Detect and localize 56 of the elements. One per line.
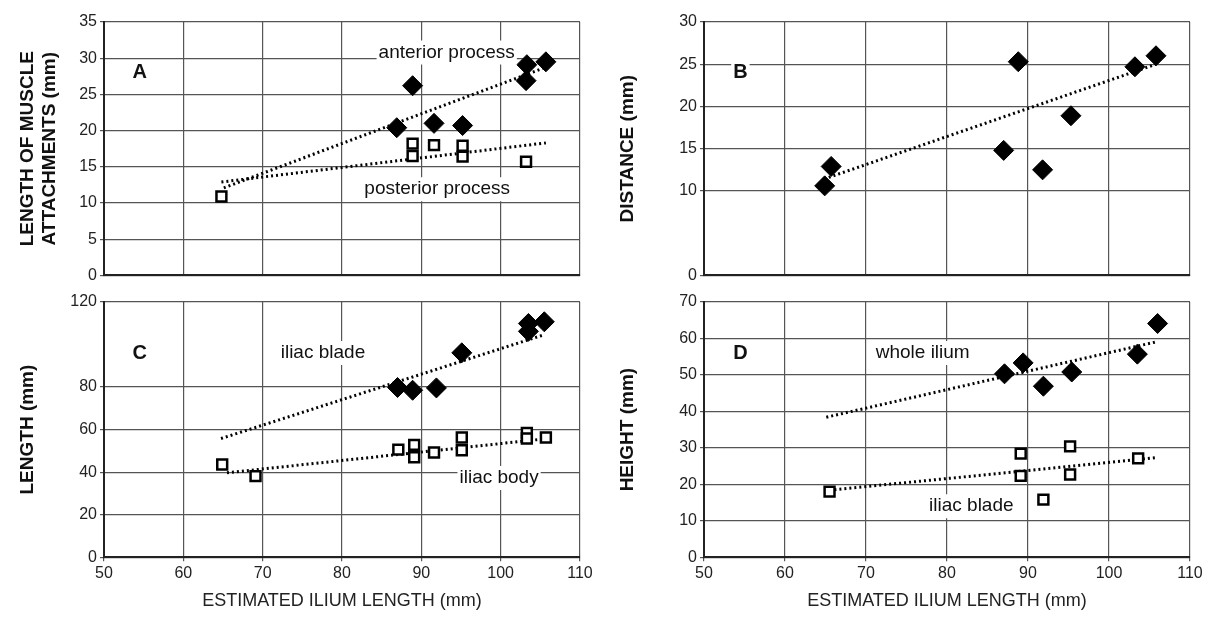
y-tick-label: 0 bbox=[88, 265, 98, 283]
y-tick-label: 20 bbox=[679, 474, 698, 492]
annotation: anterior process bbox=[378, 40, 515, 62]
x-tick-label: 80 bbox=[333, 564, 351, 582]
y-axis-title: DISTANCE (mm) bbox=[615, 74, 637, 223]
y-tick-label: 80 bbox=[79, 377, 98, 395]
y-tick-label: 15 bbox=[679, 139, 698, 157]
x-tick-label: 90 bbox=[1019, 564, 1037, 582]
annotation: iliac blade bbox=[280, 341, 366, 363]
x-tick-label: 70 bbox=[857, 564, 875, 582]
y-axis-title: LENGTH OF MUSCLE ATTACHMENTS (mm) bbox=[15, 51, 60, 247]
y-tick-label: 50 bbox=[679, 365, 698, 383]
x-tick-label: 90 bbox=[412, 564, 431, 582]
x-tick-label: 60 bbox=[776, 564, 794, 582]
y-tick-label: 30 bbox=[79, 48, 98, 66]
x-tick-label: 60 bbox=[174, 564, 193, 582]
x-tick-label: 110 bbox=[567, 564, 593, 582]
y-tick-label: 10 bbox=[79, 193, 98, 211]
y-tick-label: 5 bbox=[88, 229, 98, 247]
y-tick-label: 0 bbox=[88, 547, 98, 565]
y-tick-label: 40 bbox=[79, 462, 98, 480]
y-tick-label: 25 bbox=[79, 84, 98, 102]
y-tick-label: 10 bbox=[679, 511, 698, 529]
y-tick-label: 0 bbox=[688, 265, 698, 283]
y-tick-label: 35 bbox=[79, 12, 98, 30]
annotation: iliac body bbox=[459, 466, 540, 488]
annotation: iliac blade bbox=[929, 494, 1014, 516]
y-tick-label: 60 bbox=[679, 328, 698, 346]
x-tick-label: 80 bbox=[938, 564, 956, 582]
x-tick-label: 100 bbox=[487, 564, 515, 582]
y-tick-label: 25 bbox=[679, 54, 698, 72]
y-tick-label: 30 bbox=[679, 438, 698, 456]
y-tick-label: 0 bbox=[688, 547, 698, 565]
y-axis-title: LENGTH (mm) bbox=[15, 364, 37, 495]
y-tick-label: 30 bbox=[679, 12, 698, 30]
y-tick-label: 20 bbox=[679, 96, 698, 114]
y-tick-label: 15 bbox=[79, 157, 98, 175]
annotation: D bbox=[733, 340, 748, 363]
annotation: B bbox=[733, 60, 748, 83]
annotation: C bbox=[132, 340, 148, 363]
y-tick-label: 40 bbox=[679, 401, 698, 419]
x-axis-title: ESTIMATED ILIUM LENGTH (mm) bbox=[807, 590, 1087, 611]
x-tick-label: 70 bbox=[253, 564, 272, 582]
y-tick-label: 10 bbox=[679, 181, 698, 199]
x-tick-label: 110 bbox=[1177, 564, 1203, 582]
y-tick-label: 70 bbox=[679, 292, 698, 310]
y-axis-title: HEIGHT (mm) bbox=[615, 367, 637, 492]
x-tick-label: 100 bbox=[1095, 564, 1123, 582]
y-tick-label: 120 bbox=[70, 292, 98, 310]
annotation: A bbox=[132, 60, 148, 83]
x-axis-title: ESTIMATED ILIUM LENGTH (mm) bbox=[202, 590, 482, 611]
annotation: whole ilium bbox=[874, 341, 970, 363]
annotation: posterior process bbox=[364, 177, 511, 199]
y-tick-label: 20 bbox=[79, 505, 98, 523]
y-tick-label: 20 bbox=[79, 121, 98, 139]
y-tick-label: 60 bbox=[79, 420, 98, 438]
